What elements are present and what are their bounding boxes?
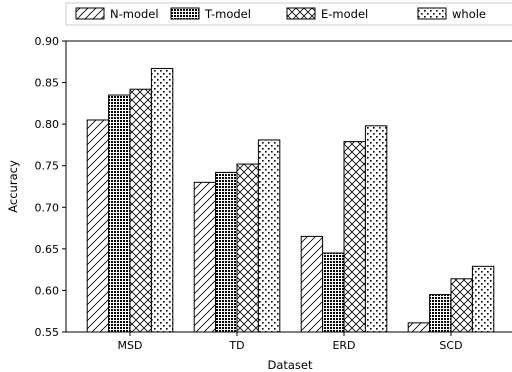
- plot-area-frame: [65, 40, 512, 333]
- legend-entry-e-model: E-model: [286, 7, 368, 21]
- legend-label-e-model: E-model: [321, 7, 368, 21]
- bar-erd-e-model: [343, 141, 366, 333]
- legend-label-whole: whole: [452, 7, 486, 21]
- bar-scd-whole: [471, 265, 495, 333]
- bar-scd-t-model: [429, 294, 452, 333]
- legend-entry-t-model: T-model: [170, 7, 251, 21]
- legend: N-model T-model E-model whole: [65, 2, 512, 26]
- y-tick-label: 0.80: [35, 118, 60, 131]
- legend-label-t-model: T-model: [204, 7, 251, 21]
- bar-erd-n-model: [300, 235, 324, 333]
- legend-swatch-n-model: [75, 7, 105, 20]
- x-tick-label-scd: SCD: [439, 339, 462, 352]
- y-tick-label: 0.75: [35, 160, 60, 173]
- x-tick-label-td: TD: [228, 339, 244, 352]
- x-tick-label-erd: ERD: [332, 339, 355, 352]
- bar-erd-whole: [364, 125, 388, 333]
- bar-groups: [86, 67, 495, 333]
- y-tick-label: 0.70: [35, 201, 60, 214]
- bar-msd-whole: [150, 67, 174, 333]
- bar-msd-n-model: [86, 119, 110, 333]
- bar-msd-t-model: [108, 94, 131, 333]
- y-axis-title: Accuracy: [6, 160, 20, 213]
- x-tick-label-msd: MSD: [118, 339, 143, 352]
- legend-swatch-whole: [417, 7, 447, 20]
- y-tick-label: 0.65: [35, 243, 60, 256]
- y-tick-label: 0.60: [35, 284, 60, 297]
- bar-td-whole: [257, 139, 281, 333]
- y-tick-label: 0.55: [35, 326, 60, 339]
- bar-erd-t-model: [322, 252, 345, 333]
- bar-scd-e-model: [450, 278, 473, 333]
- x-axis: MSD TD ERD SCD: [118, 332, 463, 352]
- bar-scd-n-model: [407, 322, 431, 333]
- x-axis-title: Dataset: [267, 358, 313, 372]
- legend-label-n-model: N-model: [110, 7, 159, 21]
- y-axis: 0.55 0.60 0.65 0.70 0.75 0.80 0.85 0.90: [35, 35, 66, 339]
- bar-td-e-model: [236, 163, 259, 333]
- bar-msd-e-model: [129, 88, 152, 333]
- y-tick-label: 0.90: [35, 35, 60, 48]
- y-tick-label: 0.85: [35, 77, 60, 90]
- legend-swatch-t-model: [170, 7, 200, 20]
- bar-group-td: [193, 139, 281, 333]
- legend-swatch-e-model: [286, 7, 316, 20]
- bar-td-n-model: [193, 181, 217, 333]
- legend-entry-whole: whole: [417, 7, 486, 21]
- legend-entry-n-model: N-model: [75, 7, 159, 21]
- bar-group-msd: [86, 67, 174, 333]
- bar-group-scd: [407, 265, 495, 333]
- bar-td-t-model: [215, 171, 238, 333]
- bar-group-erd: [300, 125, 388, 333]
